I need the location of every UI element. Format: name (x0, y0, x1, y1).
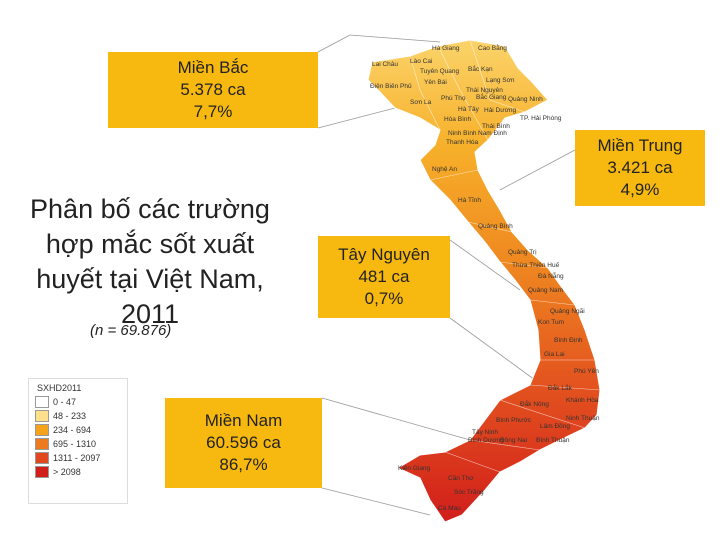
legend-label: 234 - 694 (53, 425, 92, 435)
province-borders (409, 39, 601, 473)
callout-region: Tây Nguyên (338, 245, 430, 264)
title-line: huyết tại Việt Nam, (36, 264, 264, 294)
province-label: Bình Thuận (536, 437, 570, 444)
province-label: Đắk Nông (520, 399, 549, 408)
legend-swatch (35, 410, 49, 422)
title: Phân bố các trường hợp mắc sốt xuất huyết … (20, 192, 280, 332)
province-label: Nghệ An (432, 166, 457, 173)
province-label: Lào Cai (410, 58, 432, 65)
callout-highlands: Tây Nguyên 481 ca 0,7% (318, 236, 450, 318)
callout-percent: 7,7% (193, 102, 233, 121)
legend-title: SXHD2011 (37, 383, 82, 393)
province-label: Kon Tum (538, 319, 564, 326)
province-label: Quảng Trị (508, 249, 537, 256)
title-line: Phân bố các trường (30, 194, 270, 224)
province-label: Tây Ninh (472, 429, 498, 436)
province-label: Ninh Bình (448, 130, 477, 137)
province-label: Lai Châu (372, 61, 398, 68)
province-label: Kiên Giang (398, 465, 431, 472)
callout-cases: 481 ca (358, 267, 410, 286)
legend-label: 695 - 1310 (53, 439, 97, 449)
legend-item: 695 - 1310 (35, 437, 127, 451)
callout-percent: 86,7% (219, 455, 268, 474)
province-label: Thừa Thiên Huế (512, 260, 560, 269)
legend-item: 1311 - 2097 (35, 451, 127, 465)
province-label: Gia Lai (544, 351, 565, 358)
province-label: Sóc Trăng (454, 489, 484, 496)
province-label: Hà Tĩnh (458, 197, 481, 204)
province-label: Phú Yên (574, 368, 599, 375)
province-label: Quảng Ninh (508, 96, 543, 103)
callout-region: Miền Trung (597, 136, 683, 155)
legend-label: 1311 - 2097 (53, 453, 101, 463)
province-label: Thái Nguyên (466, 87, 503, 94)
province-label: Cao Bằng (478, 43, 507, 52)
province-label: Lâm Đồng (540, 421, 570, 430)
province-label: Hòa Bình (444, 116, 471, 123)
province-label: Tuyên Quang (420, 68, 460, 75)
province-label: Sơn La (410, 99, 432, 106)
province-label: Nam Định (478, 130, 507, 137)
callout-central: Miền Trung 3.421 ca 4,9% (575, 130, 705, 206)
province-label: Ninh Thuận (566, 415, 600, 422)
province-label: Yên Bái (424, 79, 447, 86)
legend-label: 48 - 233 (53, 411, 87, 421)
legend-item: 0 - 47 (35, 395, 127, 409)
province-label: Quảng Bình (478, 223, 513, 230)
province-label: Hải Dương (484, 107, 516, 114)
province-label: Bắc Kạn (468, 64, 493, 73)
callout-percent: 0,7% (364, 289, 404, 308)
callout-cases: 3.421 ca (607, 158, 673, 177)
province-label: Bình Phước (496, 417, 532, 424)
province-label: Điện Biên Phủ (370, 82, 412, 90)
legend-label: 0 - 47 (53, 397, 77, 407)
title-line: 2011 (120, 299, 180, 329)
province-label: Đắk Lắk (548, 383, 573, 392)
legend-item: 48 - 233 (35, 409, 127, 423)
title-line: hợp mắc sốt xuất (45, 229, 255, 259)
legend-item: > 2098 (35, 465, 127, 479)
legend-label: > 2098 (53, 467, 81, 477)
callout-cases: 5.378 ca (180, 80, 246, 99)
legend-swatch (35, 438, 49, 450)
callout-region: Miền Nam (204, 411, 283, 430)
callout-percent: 4,9% (620, 180, 660, 199)
province-label: Quảng Nam (528, 287, 563, 294)
province-label: Bắc Giang (476, 92, 507, 101)
legend-swatch (35, 452, 49, 464)
province-label: Cần Thơ (448, 473, 474, 482)
province-label: Đồng Nai (500, 435, 527, 444)
callout-region: Miền Bắc (177, 58, 249, 77)
province-label: Hà Giang (432, 45, 460, 52)
province-label: Phú Thọ (441, 95, 466, 102)
province-label: TP. Hải Phòng (520, 115, 562, 122)
connectors (317, 34, 576, 516)
province-label: Bình Dương (468, 437, 504, 444)
province-label: Khánh Hòa (566, 397, 599, 404)
legend-swatch (35, 424, 49, 436)
province-label: Thanh Hóa (446, 139, 479, 146)
callout-cases: 60.596 ca (206, 433, 281, 452)
province-label: Đà Nẵng (538, 271, 564, 280)
callout-south: Miền Nam 60.596 ca 86,7% (165, 398, 322, 488)
province-label: Thái Bình (482, 123, 510, 130)
province-label: Cà Mau (438, 505, 461, 512)
legend-swatch (35, 396, 49, 408)
sample-size: (n = 69.876) (90, 322, 172, 339)
vietnam-outline (367, 39, 601, 523)
callout-north: Miền Bắc 5.378 ca 7,7% (108, 52, 318, 128)
province-label: Quảng Ngãi (550, 308, 585, 315)
legend-swatch (35, 466, 49, 478)
province-label: Hà Tây (458, 106, 480, 113)
province-label: Bình Định (554, 337, 583, 344)
province-label: Lạng Sơn (486, 77, 515, 84)
legend: SXHD2011 0 - 47 48 - 233 234 - 694 695 - 13… (28, 378, 128, 504)
legend-item: 234 - 694 (35, 423, 127, 437)
